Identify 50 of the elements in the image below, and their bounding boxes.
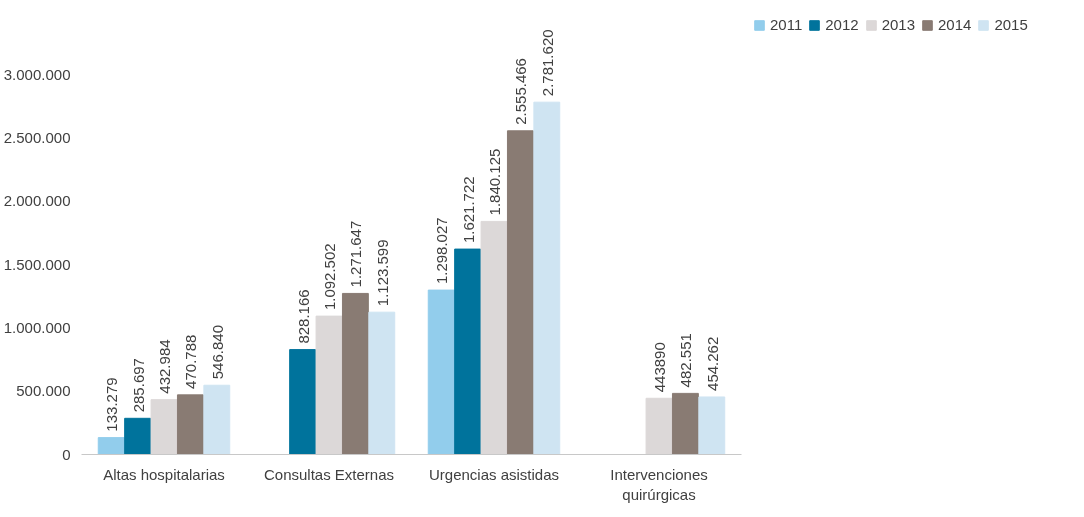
bar bbox=[480, 220, 508, 455]
bar bbox=[203, 384, 231, 455]
bar bbox=[368, 311, 396, 455]
bar bbox=[289, 349, 317, 455]
y-tick-label: 1.000.000 bbox=[3, 318, 71, 336]
data-label: 454.262 bbox=[703, 336, 721, 391]
bar bbox=[533, 101, 561, 455]
y-tick-label: 1.500.000 bbox=[3, 255, 71, 273]
bar bbox=[341, 292, 369, 455]
y-tick-label: 500.000 bbox=[16, 382, 71, 400]
legend-label: 2012 bbox=[825, 16, 859, 33]
y-tick-label: 3.000.000 bbox=[3, 65, 71, 83]
legend-label: 2013 bbox=[881, 16, 916, 33]
x-tick-label: Consultas Externas bbox=[263, 465, 395, 483]
bar bbox=[150, 399, 178, 455]
bar bbox=[671, 392, 699, 455]
y-tick-label: 2.000.000 bbox=[3, 192, 71, 210]
data-label: 432.984 bbox=[156, 339, 173, 394]
bar bbox=[427, 289, 455, 455]
bar bbox=[97, 437, 125, 455]
data-label: 133.279 bbox=[103, 377, 121, 432]
legend-label: 2011 bbox=[770, 16, 803, 33]
bar bbox=[315, 315, 343, 455]
x-tick-label: Altas hospitalarias bbox=[103, 465, 225, 483]
data-label: 1.092.502 bbox=[321, 243, 338, 311]
bar bbox=[124, 417, 152, 455]
bar bbox=[454, 248, 482, 455]
bar bbox=[506, 130, 534, 455]
data-label: 470.788 bbox=[182, 334, 200, 389]
data-label: 443890 bbox=[651, 342, 668, 393]
data-label: 1.621.722 bbox=[459, 176, 477, 244]
data-label: 828.166 bbox=[294, 289, 312, 344]
data-label: 2.781.620 bbox=[538, 29, 556, 97]
data-label: 1.298.027 bbox=[433, 217, 451, 285]
data-label: 1.271.647 bbox=[347, 220, 365, 288]
bar bbox=[176, 394, 204, 455]
bar bbox=[698, 396, 726, 455]
y-tick-label: 0 bbox=[62, 445, 71, 463]
data-label: 482.551 bbox=[677, 333, 695, 388]
y-tick-label: 2.500.000 bbox=[3, 128, 71, 146]
legend-label: 2014 bbox=[938, 16, 972, 33]
legend-label: 2015 bbox=[994, 16, 1028, 33]
bar bbox=[645, 397, 673, 455]
data-label: 1.123.599 bbox=[373, 239, 391, 307]
x-tick-label: Intervenciones quirúrgicas bbox=[610, 465, 708, 503]
data-label: 2.555.466 bbox=[512, 58, 530, 125]
data-label: 1.840.125 bbox=[486, 148, 503, 216]
data-label: 546.840 bbox=[208, 325, 226, 380]
x-tick-label: Urgencias asistidas bbox=[428, 465, 560, 483]
data-label: 285.697 bbox=[129, 358, 147, 413]
